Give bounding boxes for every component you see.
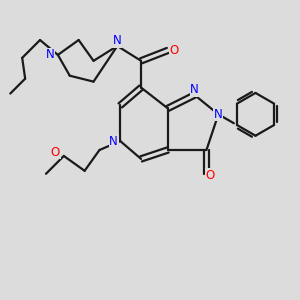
Text: N: N [190,83,199,96]
Text: N: N [110,135,118,148]
Text: O: O [51,146,60,159]
Text: O: O [206,169,215,182]
Text: N: N [46,48,55,62]
Text: N: N [113,34,122,47]
Text: N: N [214,108,223,121]
Text: O: O [169,44,178,57]
